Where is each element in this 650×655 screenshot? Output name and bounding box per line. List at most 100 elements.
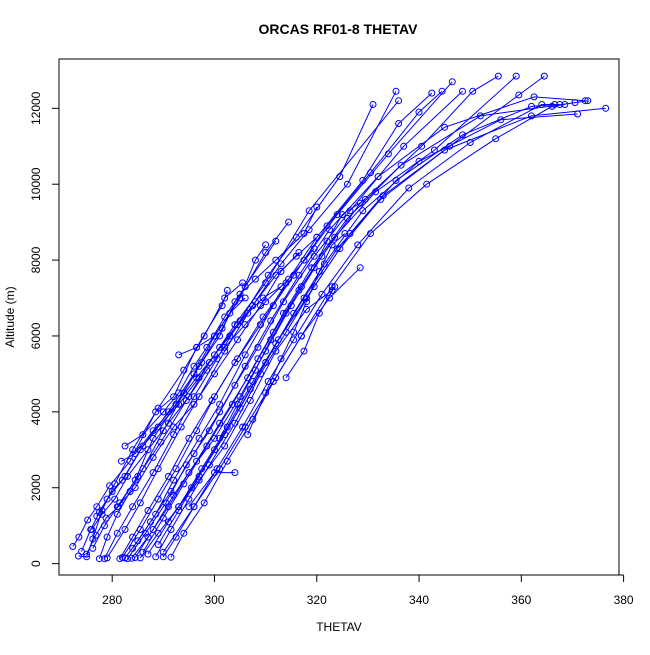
data-point	[190, 503, 198, 511]
data-point	[246, 385, 254, 393]
data-point	[83, 550, 91, 558]
data-point	[134, 472, 142, 480]
data-point	[272, 271, 280, 279]
data-point	[216, 465, 224, 473]
y-tick-label: 8000	[29, 246, 43, 273]
x-tick-label: 360	[511, 593, 531, 607]
data-point	[290, 328, 298, 336]
data-point	[241, 423, 249, 431]
data-point	[313, 233, 321, 241]
data-point	[262, 298, 270, 306]
data-point	[267, 317, 275, 325]
data-point	[167, 488, 175, 495]
data-point	[84, 516, 92, 524]
data-point	[333, 245, 341, 253]
data-point	[182, 461, 190, 469]
data-point	[280, 298, 287, 306]
y-tick-label: 12000	[29, 91, 43, 125]
data-point	[226, 332, 234, 340]
data-point	[152, 553, 160, 561]
data-point	[200, 499, 208, 507]
data-point	[292, 252, 300, 260]
data-point	[203, 343, 211, 351]
data-point	[262, 241, 270, 249]
data-point	[285, 275, 293, 283]
data-point	[136, 554, 144, 562]
data-point	[251, 366, 259, 374]
series-line	[178, 297, 246, 356]
data-point	[113, 510, 121, 518]
data-point	[211, 393, 218, 401]
data-point	[124, 472, 131, 480]
data-point	[441, 123, 449, 131]
data-point	[303, 298, 310, 306]
data-point	[193, 343, 201, 351]
data-point	[354, 241, 362, 249]
data-point	[328, 283, 336, 291]
data-point	[272, 256, 280, 264]
series-line	[219, 198, 366, 439]
data-point	[131, 484, 139, 492]
data-point	[415, 108, 423, 116]
data-point	[310, 264, 318, 272]
data-point	[528, 102, 535, 110]
data-point	[113, 529, 121, 537]
data-point	[170, 476, 178, 484]
data-point	[336, 173, 344, 181]
data-point	[136, 499, 144, 507]
data-point	[221, 294, 229, 302]
data-point	[113, 503, 121, 511]
data-point	[241, 351, 249, 359]
data-point	[338, 211, 346, 219]
data-point	[400, 142, 408, 150]
data-point	[246, 397, 254, 404]
data-point	[295, 271, 303, 279]
data-point	[195, 393, 203, 401]
series-line	[124, 206, 318, 447]
data-point	[333, 211, 341, 219]
data-point	[300, 256, 308, 264]
data-point	[129, 503, 137, 511]
data-point	[262, 249, 270, 256]
data-point	[231, 359, 239, 366]
data-point	[290, 309, 298, 317]
data-point	[95, 555, 103, 563]
data-point	[159, 514, 167, 522]
x-axis: 280 300 320 340 360 380	[102, 574, 634, 607]
data-point	[170, 423, 178, 431]
data-point	[343, 214, 351, 222]
data-point	[272, 347, 280, 355]
data-point	[131, 554, 139, 561]
data-point	[190, 400, 198, 408]
data-point	[359, 207, 367, 215]
data-point	[494, 72, 502, 80]
data-point	[315, 268, 323, 275]
data-point	[180, 389, 188, 397]
data-point	[167, 553, 175, 561]
series-8	[103, 87, 400, 562]
data-point	[200, 332, 208, 340]
data-point	[361, 195, 369, 203]
y-tick-label: 0	[29, 560, 43, 567]
data-point	[93, 503, 101, 511]
data-point	[341, 230, 349, 237]
data-point	[300, 230, 308, 237]
data-point	[297, 332, 305, 340]
data-point	[459, 87, 466, 95]
data-point	[530, 93, 538, 101]
y-tick-label: 10000	[29, 167, 43, 201]
data-point	[295, 286, 303, 294]
data-point	[175, 400, 183, 408]
data-point	[515, 91, 523, 99]
data-point	[384, 150, 392, 158]
data-point	[574, 110, 582, 118]
data-point	[149, 453, 157, 461]
y-tick-label: 4000	[29, 398, 43, 425]
data-point	[195, 476, 203, 484]
data-point	[251, 298, 259, 306]
data-point	[315, 309, 323, 317]
data-point	[103, 495, 111, 503]
data-point	[395, 120, 403, 127]
data-point	[277, 355, 285, 363]
data-point	[282, 309, 290, 317]
